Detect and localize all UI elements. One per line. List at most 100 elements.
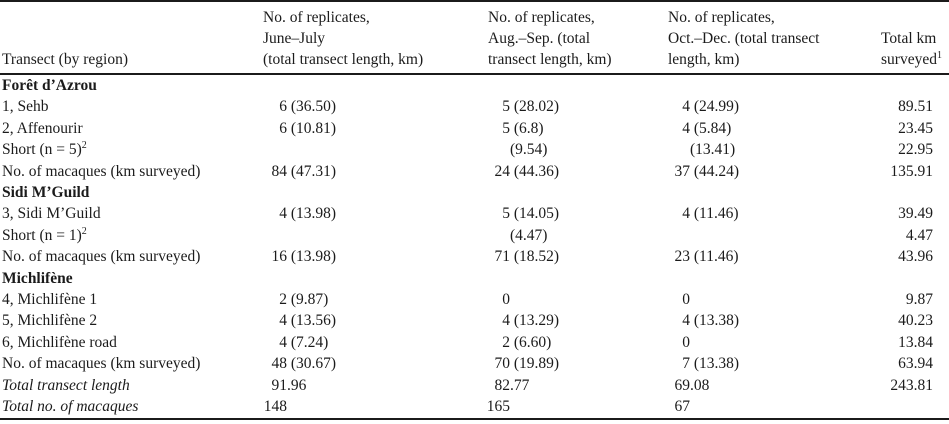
cell-detail: (7.24) <box>287 333 329 351</box>
cell-total-km: 40.23 <box>898 312 933 330</box>
cell-total-km: 9.87 <box>905 291 933 309</box>
cell-june-july: 4 (7.24) <box>261 332 484 353</box>
cell-count: 91 <box>271 376 288 394</box>
row-label: Michlifène <box>0 268 949 289</box>
row-label-text: No. of macaques (km surveyed) <box>2 355 201 373</box>
row-label: Total no. of macaques <box>0 396 261 418</box>
cell-count: 4 <box>682 98 690 116</box>
header-line: No. of replicates, <box>668 9 775 26</box>
row-label: Short (n = 5)2 <box>0 139 261 160</box>
row-label-text: Forêt d’Azrou <box>2 77 97 94</box>
row-label: No. of macaques (km surveyed) <box>0 353 261 374</box>
cell-aug-sep: 5 (28.02) <box>484 96 664 117</box>
row-label: Sidi M’Guild <box>0 182 949 203</box>
cell-count: 37 <box>674 162 691 180</box>
cell-aug-sep: (4.47) <box>484 225 664 246</box>
cell-total-km: 23.45 <box>898 119 933 137</box>
table-row: Short (n = 5)2 (9.54) (13.41) 22.95 <box>0 139 949 160</box>
cell-count: 2 <box>502 333 510 351</box>
cell-total-km <box>876 396 949 418</box>
header-line: No. of replicates, <box>263 9 370 26</box>
table-row: Short (n = 1)2 (4.47) 4.47 <box>0 225 949 246</box>
cell-detail: (6.60) <box>510 333 552 351</box>
cell-count: 7 <box>682 355 690 373</box>
cell-oct-dec: 4 (11.46) <box>664 203 876 224</box>
cell-count: 23 <box>674 248 691 266</box>
cell-aug-sep: 82.77 <box>484 375 664 396</box>
table-row: 6, Michlifène road 4 (7.24) 2 (6.60) 0 13.84 <box>0 332 949 353</box>
cell-detail: (10.81) <box>287 119 337 137</box>
row-label-text: Sidi M’Guild <box>2 184 90 202</box>
table-header: Transect (by region) No. of replicates, … <box>0 1 949 75</box>
cell-detail: (13.98) <box>287 205 337 223</box>
cell-detail: .96 <box>287 376 307 394</box>
cell-detail: (28.02) <box>510 98 560 116</box>
row-label: 4, Michlifène 1 <box>0 289 261 310</box>
cell-aug-sep: 165 <box>484 396 664 418</box>
table-row: 1, Sehb 6 (36.50) 5 (28.02) 4 (24.99) 89.51 <box>0 96 949 117</box>
cell-count: 4 <box>279 333 287 351</box>
row-label: No. of macaques (km surveyed) <box>0 246 261 267</box>
cell-count: 0 <box>502 291 510 309</box>
cell-detail: (5.84) <box>690 119 732 137</box>
cell-june-july <box>261 139 484 160</box>
cell-oct-dec: 7 (13.38) <box>664 353 876 374</box>
cell-june-july: 84 (47.31) <box>261 161 484 182</box>
cell-count: 5 <box>502 119 510 137</box>
cell-aug-sep: 4 (13.29) <box>484 310 664 331</box>
cell-aug-sep: 24 (44.36) <box>484 161 664 182</box>
cell-total-km: 243.81 <box>890 376 933 394</box>
cell-detail: (13.56) <box>287 312 337 330</box>
cell-count: 0 <box>682 291 690 309</box>
cell-oct-dec: (13.41) <box>664 139 876 160</box>
cell-aug-sep: 2 (6.60) <box>484 332 664 353</box>
footnote-marker: 1 <box>936 49 942 61</box>
cell-count: 48 <box>271 355 288 373</box>
header-line: (total transect length, km) <box>263 51 424 68</box>
cell-total-km: 4.47 <box>905 226 933 244</box>
cell-oct-dec: 67 <box>664 396 876 418</box>
cell-aug-sep: 5 (6.8) <box>484 118 664 139</box>
cell-count: 0 <box>682 333 690 351</box>
cell-detail: (47.31) <box>287 162 337 180</box>
header-line: No. of replicates, <box>488 9 595 26</box>
cell-count: 69 <box>674 376 691 394</box>
row-label-text: 5, Michlifène 2 <box>2 312 98 330</box>
cell-detail: (44.24) <box>690 162 740 180</box>
cell-count: 4 <box>502 312 510 330</box>
footnote-marker: 2 <box>81 225 87 237</box>
row-label: 3, Sidi M’Guild <box>0 203 261 224</box>
row-label-text: 2, Affenourir <box>2 119 83 137</box>
cell-count: 4 <box>682 205 690 223</box>
header-line: Transect (by region) <box>2 51 128 68</box>
cell-total-km: 135.91 <box>890 162 933 180</box>
cell-oct-dec <box>664 225 876 246</box>
cell-count: 148 <box>263 398 287 416</box>
cell-oct-dec: 0 <box>664 289 876 310</box>
header-line: Oct.–Dec. (total transect <box>668 30 820 47</box>
table-body: Forêt d’Azrou 1, Sehb 6 (36.50) 5 (28.02) 4 … <box>0 74 949 419</box>
cell-count: 67 <box>674 398 691 416</box>
cell-count: 4 <box>682 312 690 330</box>
cell-detail: (11.46) <box>690 205 739 223</box>
cell-detail: (6.8) <box>510 119 544 137</box>
cell-aug-sep: 70 (19.89) <box>484 353 664 374</box>
cell-detail: (19.89) <box>510 355 560 373</box>
cell-detail: (13.38) <box>690 355 740 373</box>
cell-detail: (44.36) <box>510 162 560 180</box>
cell-june-july: 4 (13.56) <box>261 310 484 331</box>
cell-june-july: 48 (30.67) <box>261 353 484 374</box>
table-row: 3, Sidi M’Guild 4 (13.98) 5 (14.05) 4 (11.4… <box>0 203 949 224</box>
row-label-text: 3, Sidi M’Guild <box>2 205 101 223</box>
cell-june-july: 6 (36.50) <box>261 96 484 117</box>
cell-detail: (30.67) <box>287 355 337 373</box>
header-row: Transect (by region) No. of replicates, … <box>0 1 949 75</box>
cell-oct-dec: 4 (13.38) <box>664 310 876 331</box>
cell-aug-sep: (9.54) <box>484 139 664 160</box>
header-line: transect length, km) <box>488 51 612 68</box>
cell-detail: .77 <box>510 376 530 394</box>
cell-detail: (14.05) <box>510 205 560 223</box>
cell-detail: (18.52) <box>510 248 560 266</box>
table-row: No. of macaques (km surveyed) 84 (47.31) 2… <box>0 161 949 182</box>
